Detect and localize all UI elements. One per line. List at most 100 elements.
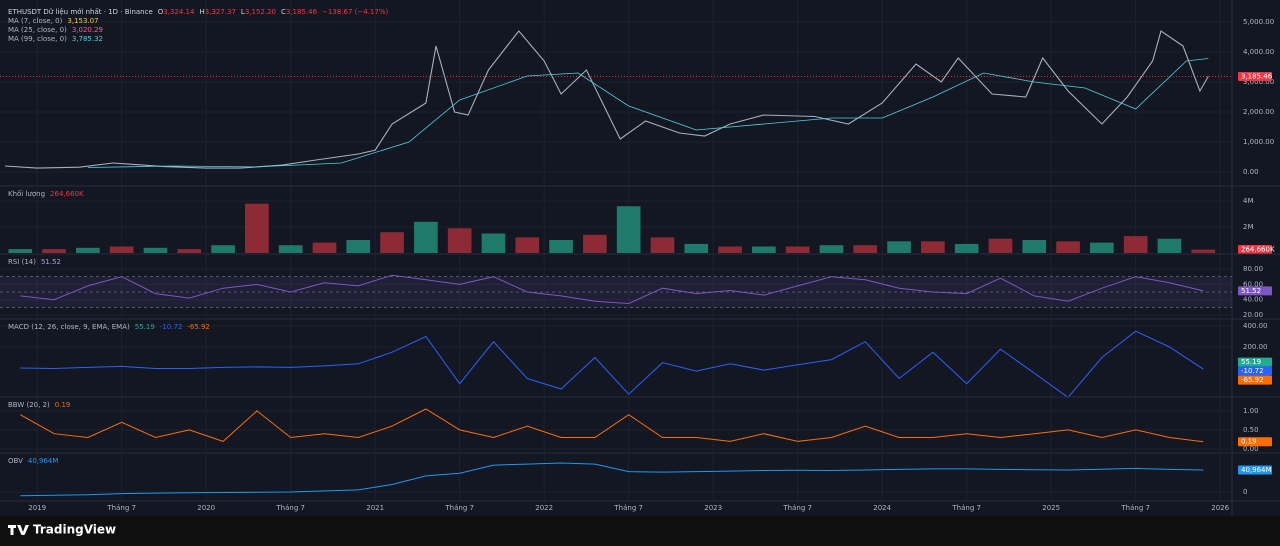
ohlc-value: 3,327.37: [205, 8, 236, 16]
price-label: -65.92: [1241, 376, 1264, 384]
price-label: -10.72: [1241, 367, 1264, 375]
price-tick-label: 0.00: [1243, 445, 1259, 453]
volume-bar: [515, 237, 540, 253]
indicator-legend: MA (25, close, 0) 3,020.29: [8, 26, 103, 34]
change: −138.67 (−4.17%): [322, 8, 388, 16]
volume-bar: [819, 245, 844, 253]
volume-bar: [8, 249, 33, 253]
volume-bar: [278, 245, 303, 253]
logo[interactable]: TradingView: [8, 523, 116, 537]
legend-name: MACD (12, 26, close, 9, EMA, EMA): [8, 323, 130, 331]
indicator-line: [20, 274, 1204, 305]
time-label: 2019: [28, 504, 46, 512]
price-tick-label: 80.00: [1243, 265, 1263, 273]
time-label: 2022: [535, 504, 553, 512]
volume-bar: [887, 241, 911, 253]
legend-name: Khối lượng: [8, 190, 45, 198]
volume-bar: [549, 240, 573, 253]
volume-bar: [1090, 242, 1114, 253]
price-tick-label: 60.00: [1243, 280, 1263, 288]
price-tick-label: 2,000.00: [1243, 108, 1274, 116]
legend-value: -65.92: [187, 323, 210, 331]
volume-bar: [1157, 238, 1182, 253]
legend-name: MA (99, close, 0): [8, 35, 67, 43]
legend-value: 3,020.29: [72, 26, 103, 34]
price-label-box: [1238, 375, 1272, 385]
price-tick-label: 40.00: [1243, 296, 1263, 304]
legend-name: RSI (14): [8, 258, 36, 266]
volume-bar: [988, 238, 1013, 253]
price-label-box: [1238, 366, 1272, 376]
time-label: 2026: [1211, 504, 1229, 512]
price-label-box: [1238, 437, 1272, 447]
indicator-line: [20, 408, 1204, 443]
indicator-legend: OBV 40,964M: [8, 457, 58, 465]
price-label: 55.19: [1241, 358, 1261, 366]
price-tick-label: 20.00: [1243, 311, 1263, 319]
legend-value: -10.72: [160, 323, 183, 331]
price-label-box: [1238, 245, 1272, 255]
time-label: 2020: [197, 504, 215, 512]
time-label: Tháng 7: [1120, 504, 1150, 512]
time-label: Tháng 7: [275, 504, 305, 512]
price-label: 0.19: [1241, 438, 1257, 446]
legend-value: 3,785.32: [72, 35, 103, 43]
legend-value: 264,660K: [50, 190, 84, 198]
indicator-legend: Khối lượng 264,660K: [8, 190, 84, 198]
volume-bar: [481, 233, 506, 253]
ohlc-value: 3,185.46: [286, 8, 318, 16]
price-tick-label: 1,000.00: [1243, 138, 1274, 146]
volume-bar: [616, 206, 641, 253]
price-label: 264,660K: [1241, 246, 1275, 254]
price-tick-label: 400.00: [1243, 322, 1268, 330]
volume-bar: [650, 237, 675, 253]
price-tick-label: 1.00: [1243, 407, 1259, 415]
time-label: Tháng 7: [782, 504, 812, 512]
indicator-legend: BBW (20, 2) 0.19: [8, 401, 70, 409]
volume-bar: [921, 241, 945, 253]
volume-bar: [853, 245, 878, 253]
price-label-box: [1238, 71, 1272, 81]
price-tick-label: 0: [1243, 488, 1247, 496]
indicator-line: [20, 462, 1204, 497]
volume-bar: [785, 246, 810, 253]
price-label-box: [1238, 286, 1272, 296]
volume-bar: [76, 247, 100, 253]
volume-bar: [1191, 249, 1216, 253]
ohlc-label: C: [281, 8, 286, 16]
chart-background: [0, 0, 1280, 516]
symbol: ETHUSDT Dữ liệu mới nhất · 1D · Binance: [8, 8, 153, 16]
time-label: Tháng 7: [444, 504, 474, 512]
volume-bar: [718, 246, 742, 253]
volume-bar: [954, 243, 979, 253]
volume-bar: [752, 246, 776, 253]
volume-bar: [684, 243, 709, 253]
legend-name: MA (25, close, 0): [8, 26, 67, 34]
ohlc-label: O: [158, 8, 164, 16]
volume-bar: [42, 249, 66, 253]
indicator-legend: RSI (14) 51.52: [8, 258, 61, 266]
volume-bar: [312, 242, 337, 253]
legend-value: 55.19: [135, 323, 155, 331]
symbol-header: ETHUSDT Dữ liệu mới nhất · 1D · Binance O…: [8, 8, 388, 16]
price-label: 3,185.46: [1241, 72, 1273, 80]
legend-value: 40,964M: [28, 457, 59, 465]
legend-value: 0.19: [55, 401, 71, 409]
price-tick-label: 4,000.00: [1243, 48, 1274, 56]
time-label: 2021: [366, 504, 384, 512]
volume-bar: [177, 249, 202, 253]
time-label: Tháng 7: [106, 504, 136, 512]
price-label-box: [1238, 465, 1272, 475]
volume-bar: [1056, 241, 1080, 253]
volume-bar: [143, 247, 168, 253]
legend-name: OBV: [8, 457, 23, 465]
price-tick-label: 4M: [1243, 197, 1254, 205]
time-label: 2023: [704, 504, 722, 512]
time-label: Tháng 7: [613, 504, 643, 512]
indicator-legend: MA (7, close, 0) 3,153.07: [8, 17, 99, 25]
time-label: 2024: [873, 504, 891, 512]
time-label: Tháng 7: [951, 504, 981, 512]
volume-bar: [109, 246, 134, 253]
time-label: 2025: [1042, 504, 1060, 512]
legend-name: BBW (20, 2): [8, 401, 50, 409]
